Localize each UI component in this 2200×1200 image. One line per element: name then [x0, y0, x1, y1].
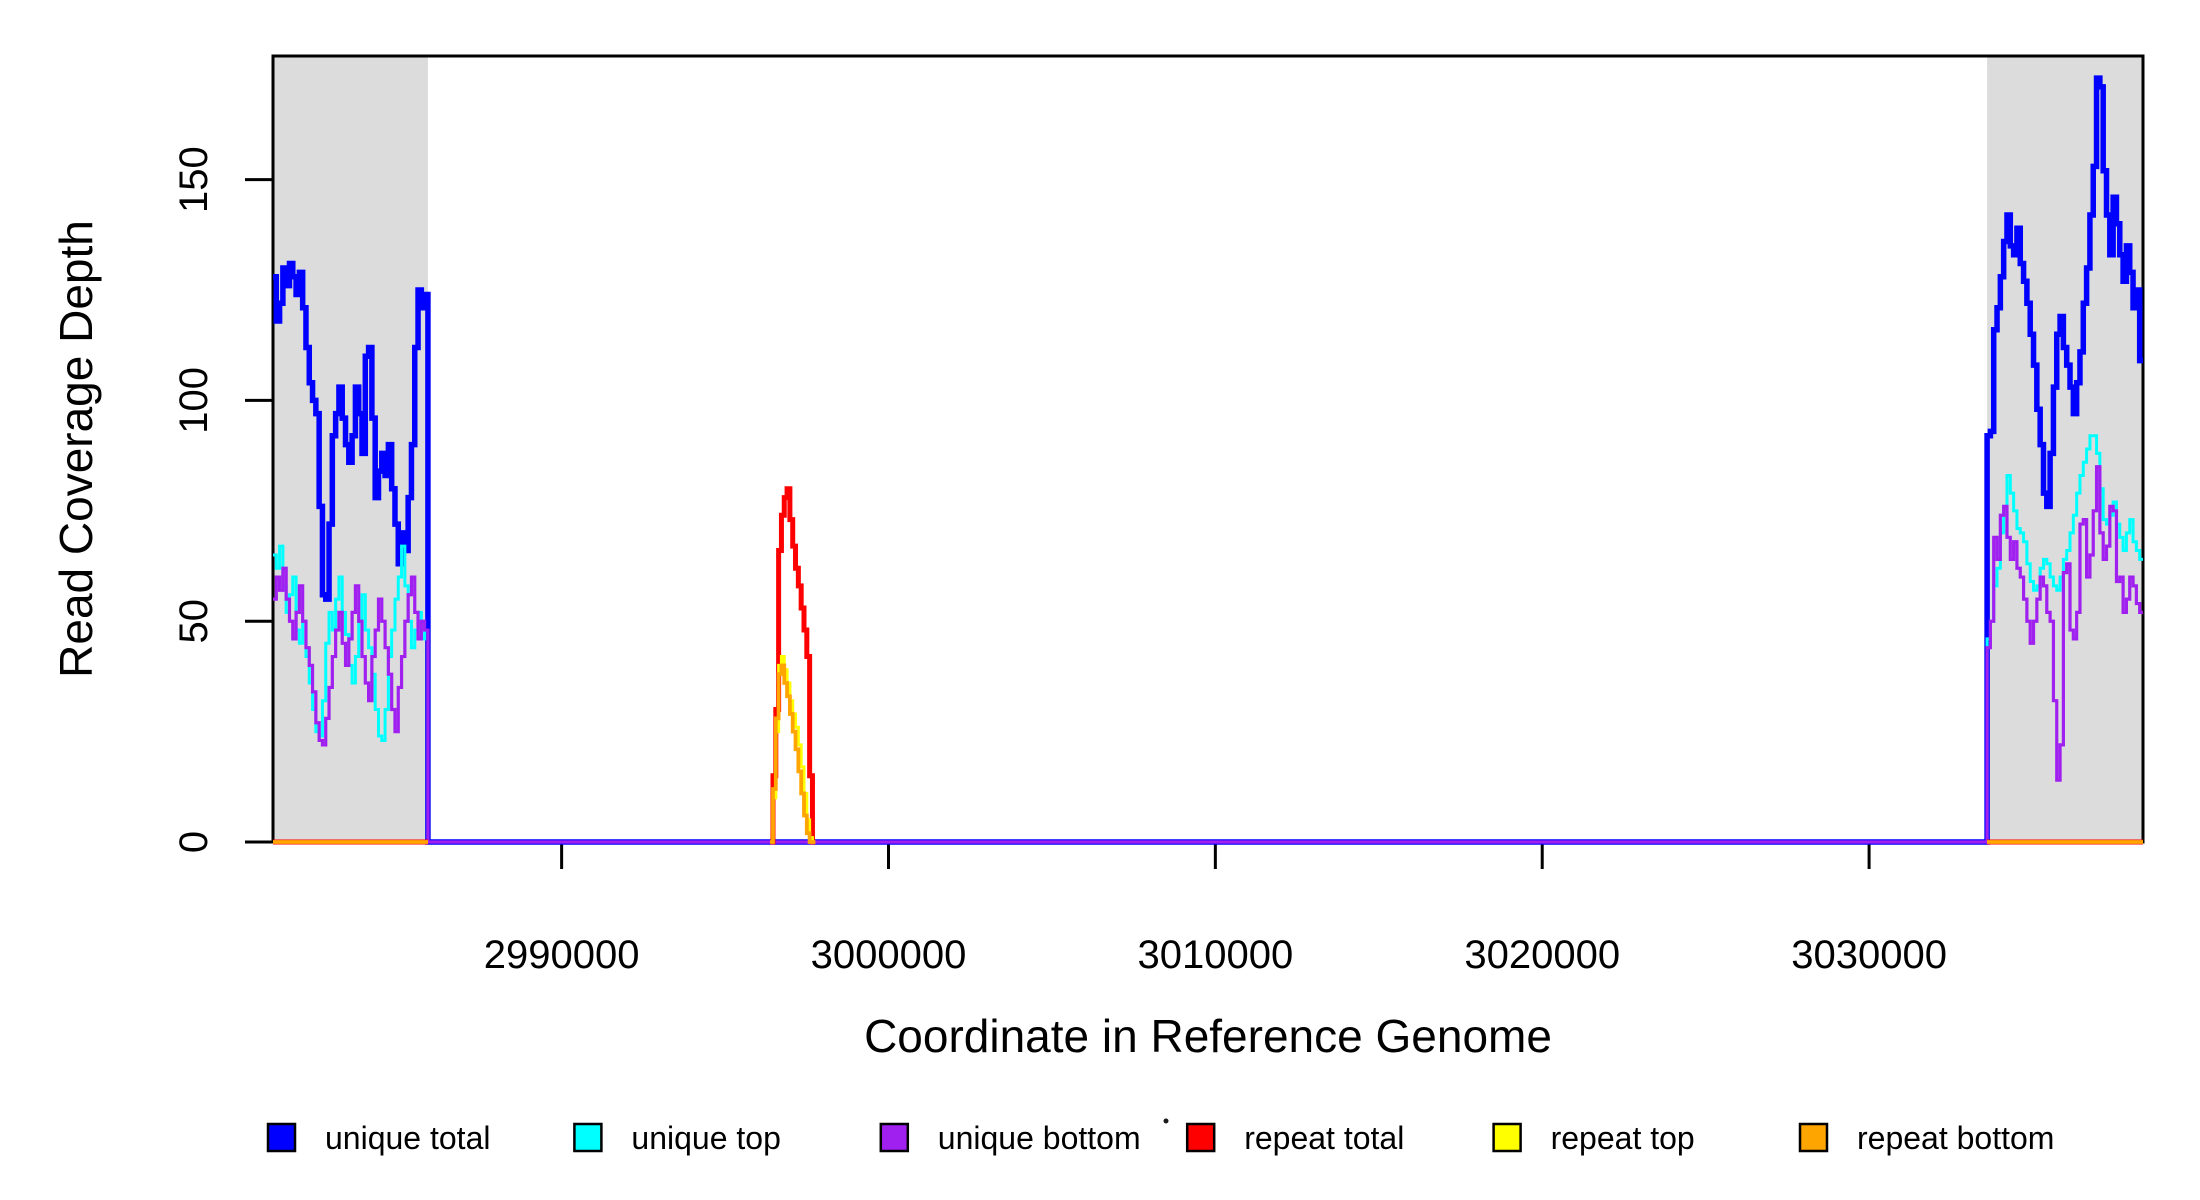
legend-item-unique-bottom: unique bottom	[879, 1120, 1141, 1156]
legend-item-repeat-bottom: repeat bottom	[1798, 1120, 2054, 1156]
y-tick-label: 0	[172, 831, 216, 853]
y-tick-label: 50	[172, 599, 216, 644]
y-tick-label: 150	[172, 146, 216, 213]
x-axis: 2990000 3000000 3010000 3020000 3030000	[484, 842, 1947, 977]
legend-swatch-unique-total	[266, 1122, 297, 1153]
series-repeat-bottom	[273, 663, 2143, 844]
x-axis-title: Coordinate in Reference Genome	[864, 1010, 1552, 1062]
legend: unique total unique top unique bottom repea…	[266, 1120, 2054, 1156]
legend-label: unique bottom	[938, 1120, 1141, 1156]
legend-item-repeat-total: repeat total	[1185, 1120, 1404, 1156]
x-tick-label: 3020000	[1464, 933, 1620, 977]
series-unique-bottom	[273, 465, 2143, 844]
x-tick-label: 3010000	[1137, 933, 1293, 977]
legend-item-repeat-top: repeat top	[1492, 1120, 1695, 1156]
legend-item-unique-total: unique total	[266, 1120, 490, 1156]
x-tick-label: 3000000	[811, 933, 967, 977]
y-axis: 0 50 100 150	[172, 146, 273, 853]
x-tick-label: 3030000	[1791, 933, 1947, 977]
legend-label: unique total	[325, 1120, 490, 1156]
x-tick-label: 2990000	[484, 933, 640, 977]
legend-label: repeat total	[1244, 1120, 1404, 1156]
y-axis-title: Read Coverage Depth	[50, 220, 102, 678]
legend-swatch-repeat-top	[1492, 1122, 1522, 1153]
right-unique-region	[1987, 56, 2143, 842]
legend-swatch-repeat-total	[1185, 1122, 1216, 1153]
legend-label: repeat top	[1551, 1120, 1695, 1156]
legend-label: repeat bottom	[1857, 1120, 2054, 1156]
legend-swatch-repeat-bottom	[1798, 1122, 1829, 1153]
y-tick-label: 100	[172, 367, 216, 434]
legend-swatch-unique-bottom	[879, 1122, 910, 1153]
stray-dot-artifact	[1163, 1118, 1169, 1124]
series-group	[273, 75, 2143, 845]
legend-item-unique-top: unique top	[573, 1120, 781, 1156]
legend-label: unique top	[631, 1120, 780, 1156]
legend-swatch-unique-top	[573, 1122, 603, 1153]
